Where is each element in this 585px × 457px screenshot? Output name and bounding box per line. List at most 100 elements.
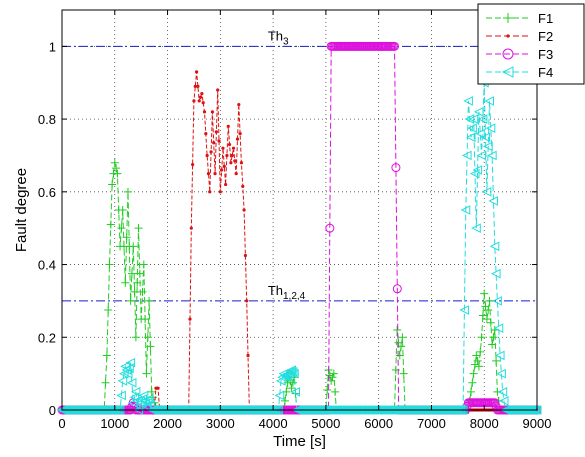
data-point-dot (196, 84, 200, 88)
data-point-triangle (498, 396, 509, 406)
threshold-label-sub: 1,2,4 (283, 291, 306, 302)
data-point-triangle (477, 114, 488, 124)
data-point-triangle (490, 268, 501, 279)
data-point-plus (503, 13, 513, 23)
data-point-plus (482, 315, 491, 324)
data-point-plus (112, 164, 121, 173)
data-point-plus (121, 278, 130, 287)
data-point-triangle (483, 141, 493, 152)
data-point-dot (506, 34, 510, 38)
x-tick-label: 9000 (523, 416, 552, 431)
data-point-triangle (485, 123, 496, 133)
y-tick-label: 0.6 (38, 185, 56, 200)
data-point-plus (469, 369, 478, 378)
y-axis-label: Fault degree (13, 168, 30, 252)
data-point-plus (113, 169, 122, 178)
data-point-dot (208, 190, 212, 194)
data-point-circle (391, 163, 401, 173)
data-point-dot (216, 88, 220, 92)
threshold-lines: Th3 Th1,2,4 (62, 28, 537, 302)
threshold-label: Th1,2,4 (268, 283, 306, 302)
data-point-plus (473, 356, 482, 365)
data-point-triangle (274, 390, 285, 401)
data-point-triangle (481, 187, 492, 197)
data-point-plus (138, 287, 147, 296)
legend-item-f4: F4 (486, 65, 553, 80)
data-point-plus (493, 387, 502, 396)
data-point-dot (193, 84, 197, 88)
data-point-circle (390, 41, 399, 51)
data-point-triangle (480, 132, 491, 143)
data-point-triangle (492, 296, 502, 306)
data-point-plus (395, 351, 404, 360)
x-tick-label: 5000 (311, 416, 340, 431)
data-point-plus (117, 224, 126, 233)
data-point-circle (325, 223, 335, 233)
data-point-plus (118, 206, 127, 214)
data-point-plus (484, 306, 493, 314)
data-point-triangle (287, 367, 298, 377)
data-point-dot (192, 99, 196, 103)
x-tick-label: 0 (58, 416, 65, 431)
data-point-dot (246, 353, 250, 358)
data-point-dot (213, 172, 217, 176)
data-point-triangle (488, 196, 498, 206)
data-point-plus (399, 369, 408, 378)
data-point-dot (235, 137, 240, 141)
data-point-dot (214, 130, 218, 134)
y-tick-label: 0.4 (38, 258, 56, 273)
data-point-plus (131, 333, 140, 342)
data-point-dot (234, 172, 238, 176)
data-point-triangle (475, 128, 485, 139)
data-point-triangle (530, 405, 541, 415)
data-point-triangle (129, 392, 140, 403)
data-point-triangle (138, 390, 149, 401)
data-point-dot (243, 253, 248, 258)
data-point-plus (122, 233, 131, 242)
data-point-triangle (125, 357, 136, 368)
data-point-dot (204, 132, 208, 136)
threshold-label-sub: 3 (283, 36, 289, 47)
data-point-dot (239, 161, 244, 165)
data-point-triangle (281, 372, 291, 383)
data-point-dot (202, 110, 207, 114)
data-point-plus (472, 351, 481, 360)
y-tick-label: 0.2 (38, 330, 56, 345)
data-point-plus (474, 362, 483, 371)
data-point-plus (280, 396, 289, 405)
data-point-triangle (467, 123, 477, 133)
data-point-triangle (118, 368, 129, 379)
data-point-triangle (496, 368, 506, 379)
data-point-plus (130, 287, 139, 296)
data-point-triangle (145, 399, 155, 410)
data-point-plus (480, 289, 489, 298)
data-point-triangle (472, 165, 483, 175)
data-point-plus (142, 369, 151, 378)
data-point-triangle (497, 387, 508, 397)
plot-area-frame (61, 9, 538, 411)
data-point-plus (134, 224, 143, 233)
legend-item-f3: F3 (486, 47, 553, 62)
data-point-dot (229, 161, 233, 165)
data-point-plus (126, 296, 135, 305)
data-point-plus (488, 340, 497, 349)
data-point-plus (489, 333, 498, 342)
data-point-triangle (501, 66, 514, 78)
data-point-triangle (286, 365, 297, 375)
axis-ticks: 0 1000 2000 3000 4000 5000 6000 7000 8000 9000 0 0.… (38, 10, 552, 431)
data-point-triangle (126, 377, 137, 388)
data-point-dot (230, 153, 234, 158)
data-point-triangle (487, 150, 497, 161)
x-tick-label: 8000 (470, 416, 499, 431)
data-point-triangle (473, 107, 484, 117)
data-point-dot (222, 164, 226, 168)
data-point-triangle (122, 368, 133, 379)
data-point-plus (327, 376, 336, 385)
data-point-plus (328, 373, 337, 382)
threshold-label-main: Th (268, 28, 283, 43)
data-point-dot (225, 153, 229, 158)
data-point-plus (147, 387, 156, 396)
data-point-dot (224, 182, 228, 187)
data-point-triangle (289, 368, 299, 379)
data-point-triangle (461, 150, 472, 161)
